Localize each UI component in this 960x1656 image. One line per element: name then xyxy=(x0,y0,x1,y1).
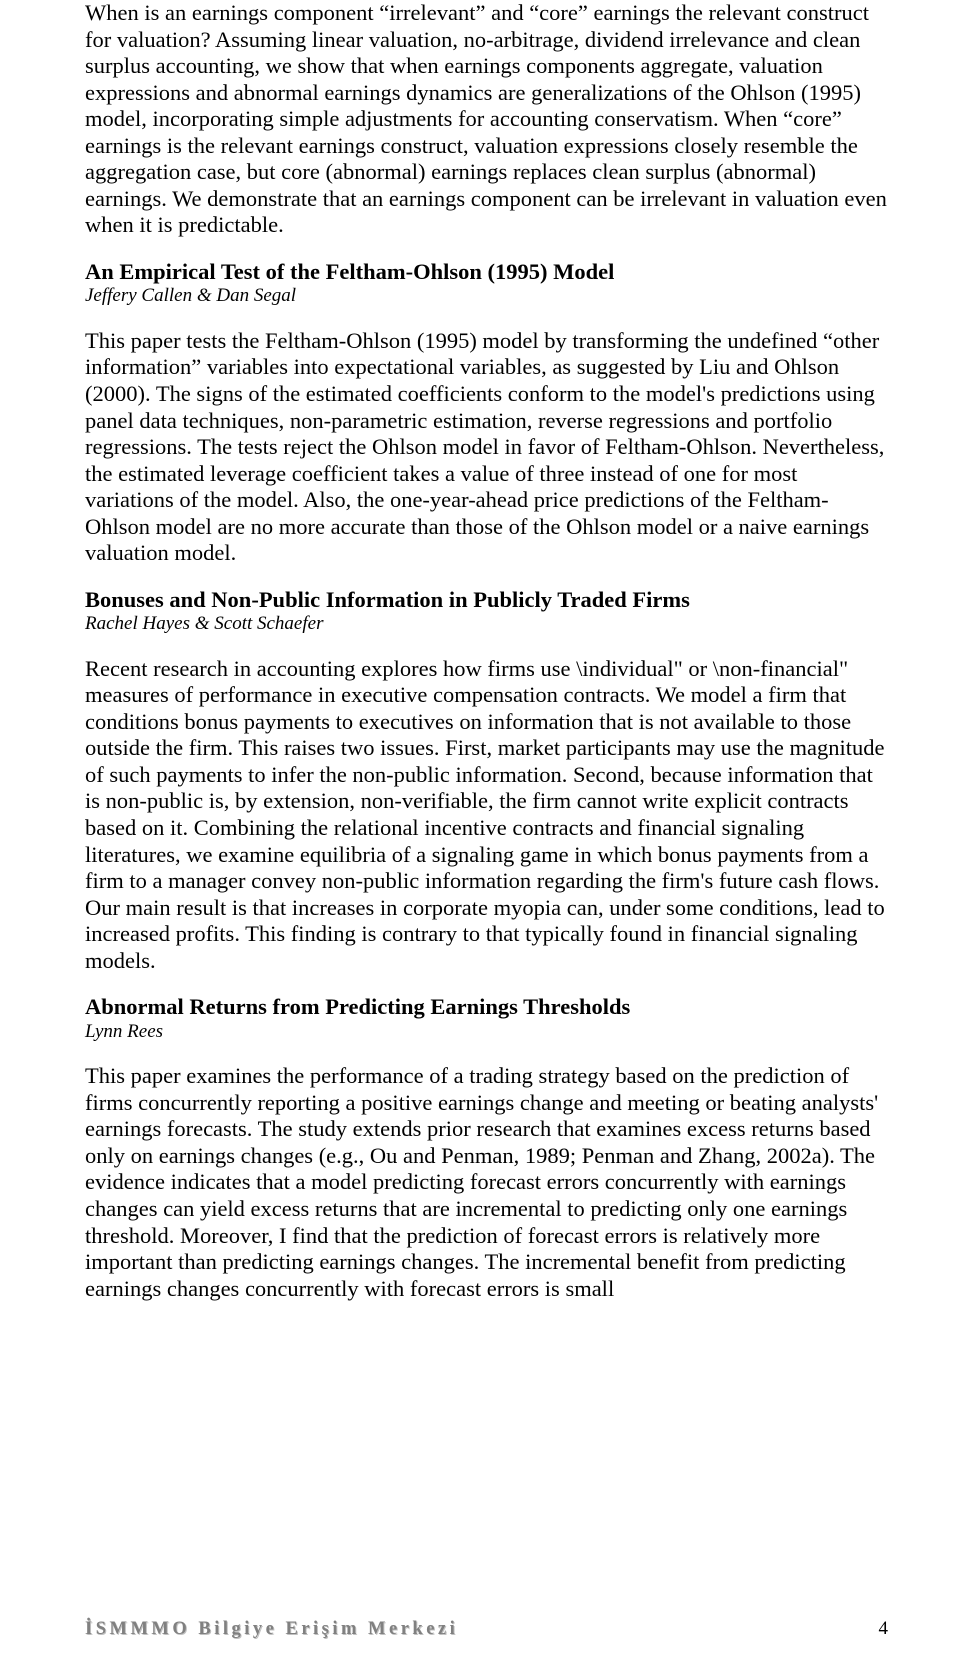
intro-paragraph: When is an earnings component “irrelevan… xyxy=(85,0,888,239)
section-body-2: Recent research in accounting explores h… xyxy=(85,656,888,975)
section-title-2: Bonuses and Non-Public Information in Pu… xyxy=(85,587,888,614)
page-number: 4 xyxy=(879,1618,889,1640)
section-authors-3: Lynn Rees xyxy=(85,1021,888,1043)
document-page: When is an earnings component “irrelevan… xyxy=(0,0,960,1656)
section-authors-2: Rachel Hayes & Scott Schaefer xyxy=(85,613,888,635)
section-authors-1: Jeffery Callen & Dan Segal xyxy=(85,285,888,307)
section-body-1: This paper tests the Feltham-Ohlson (199… xyxy=(85,328,888,567)
section-title-3: Abnormal Returns from Predicting Earning… xyxy=(85,994,888,1021)
section-title-1: An Empirical Test of the Feltham-Ohlson … xyxy=(85,259,888,286)
footer-org-text: İSMMMO Bilgiye Erişim Merkezi xyxy=(85,1619,458,1640)
section-body-3: This paper examines the performance of a… xyxy=(85,1063,888,1302)
page-footer: İSMMMO Bilgiye Erişim Merkezi 4 xyxy=(0,1618,960,1640)
